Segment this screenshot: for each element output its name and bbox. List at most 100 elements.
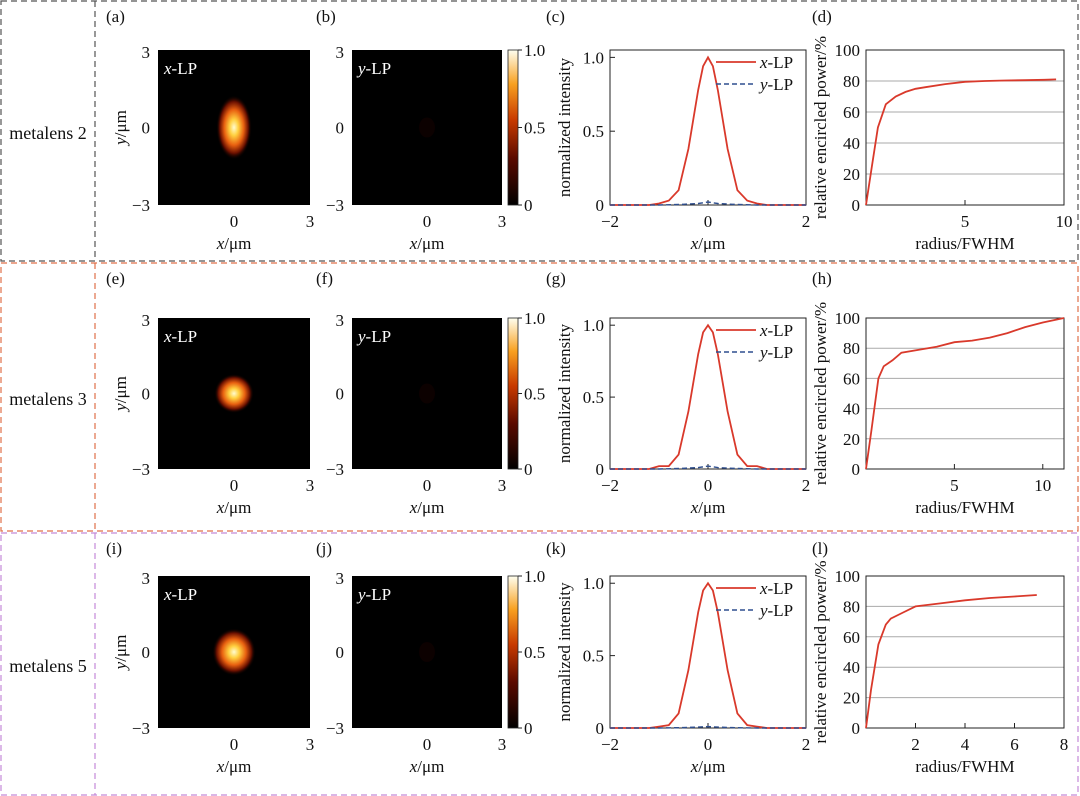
y-tick-label: 0 xyxy=(596,719,605,738)
y-axis-label-var: y xyxy=(111,137,130,147)
x-tick-label: 6 xyxy=(1010,735,1019,754)
x-axis-label: radius/FWHM xyxy=(915,757,1014,776)
y-axis-label-unit: /μm xyxy=(111,110,130,137)
legend-label-var: x xyxy=(759,53,768,72)
y-tick-label: 3 xyxy=(336,311,345,330)
colorbar xyxy=(507,49,519,206)
legend-label-unit: -LP xyxy=(768,601,794,620)
colorbar-tick-label: 1.0 xyxy=(524,567,545,586)
x-tick-label: 0 xyxy=(704,212,713,231)
map-tag-unit: -LP xyxy=(172,327,198,346)
encircled-power-line xyxy=(865,594,1037,729)
y-axis-label: y/μm xyxy=(111,635,130,672)
legend-label-var: x xyxy=(759,321,768,340)
x-tick-label: 4 xyxy=(961,735,970,754)
x-axis-label: x/μm xyxy=(216,498,252,517)
y-axis-label: normalized intensity xyxy=(555,582,574,722)
x-axis-label-unit: /μm xyxy=(417,757,444,776)
x-tick-label: 0 xyxy=(704,735,713,754)
x-tick-label: 3 xyxy=(306,476,315,495)
x-axis-label-unit: /μm xyxy=(417,234,444,253)
legend-label: x-LP xyxy=(759,321,793,340)
row-3: metalens 5(i)x-LP30−3−303x/μmy/μm(j)y-LP… xyxy=(0,532,1079,796)
y-tick-label: 0 xyxy=(596,196,605,215)
y-tick-label: 80 xyxy=(843,72,860,91)
legend-label-unit: -LP xyxy=(768,321,794,340)
x-tick-label: 2 xyxy=(802,735,811,754)
legend-label-var: y xyxy=(758,601,768,620)
series-y-lp-line xyxy=(610,725,806,729)
map-tag: x-LP xyxy=(163,585,197,604)
row-border xyxy=(0,262,1079,532)
panel-letter: (l) xyxy=(812,539,828,558)
x-tick-label: 0 xyxy=(423,212,432,231)
colorbar-tick-label: 0 xyxy=(524,196,533,215)
legend-label: y-LP xyxy=(758,343,793,362)
y-axis-label: normalized intensity xyxy=(555,323,574,463)
x-tick-label: 0 xyxy=(230,476,239,495)
row-1: metalens 2(a)x-LP30−3−303x/μmy/μm(b)y-LP… xyxy=(0,0,1079,262)
y-axis-label: relative encircled power/% xyxy=(811,36,830,219)
colorbar xyxy=(507,575,519,729)
map-tag: y-LP xyxy=(356,327,391,346)
x-axis-label-var: x xyxy=(409,234,418,253)
y-tick-label: 40 xyxy=(843,134,860,153)
y-tick-label: 60 xyxy=(843,369,860,388)
panel-letter: (j) xyxy=(316,539,332,558)
y-tick-label: 80 xyxy=(843,597,860,616)
y-tick-label: −3 xyxy=(132,460,150,479)
x-axis-label-var: x xyxy=(690,498,699,517)
y-tick-label: 100 xyxy=(835,41,861,60)
y-tick-label: 60 xyxy=(843,628,860,647)
y-tick-label: 1.0 xyxy=(583,48,604,67)
colorbar-tick-label: 1.0 xyxy=(524,309,545,328)
x-tick-label: 3 xyxy=(306,735,315,754)
y-tick-label: −3 xyxy=(326,460,344,479)
map-tag-unit: -LP xyxy=(366,327,392,346)
y-tick-label: 0 xyxy=(336,643,345,662)
x-tick-label: 5 xyxy=(950,476,959,495)
legend-label-var: x xyxy=(759,579,768,598)
y-tick-label: −3 xyxy=(326,719,344,738)
y-tick-label: −3 xyxy=(132,719,150,738)
x-tick-label: 2 xyxy=(802,212,811,231)
panel-letter: (b) xyxy=(316,7,336,26)
plot-frame xyxy=(865,317,1065,470)
colorbar-tick-label: 0 xyxy=(524,719,533,738)
x-tick-label: 0 xyxy=(423,735,432,754)
row-label: metalens 5 xyxy=(9,656,86,676)
x-tick-label: 0 xyxy=(704,476,713,495)
x-tick-label: 0 xyxy=(230,735,239,754)
x-axis-label-unit: /μm xyxy=(698,498,725,517)
panel-letter: (h) xyxy=(812,269,832,288)
x-tick-label: −2 xyxy=(601,476,619,495)
map-tag-unit: -LP xyxy=(366,585,392,604)
focal-spot-faint xyxy=(419,117,435,138)
panel-letter: (c) xyxy=(546,7,565,26)
x-axis-label-var: x xyxy=(216,234,225,253)
x-axis-label: x/μm xyxy=(409,234,445,253)
x-axis-label: radius/FWHM xyxy=(915,234,1014,253)
colorbar-tick-label: 0.5 xyxy=(524,119,545,138)
legend-label-unit: -LP xyxy=(768,75,794,94)
legend-label-var: y xyxy=(758,343,768,362)
y-tick-label: 80 xyxy=(843,339,860,358)
map-tag-unit: -LP xyxy=(172,585,198,604)
y-axis-label: y/μm xyxy=(111,376,130,413)
x-axis-label-unit: /μm xyxy=(224,757,251,776)
y-tick-label: −3 xyxy=(132,196,150,215)
panel-letter: (f) xyxy=(316,269,333,288)
series-y-lp-line xyxy=(610,201,806,206)
x-tick-label: 0 xyxy=(423,476,432,495)
panel-letter: (g) xyxy=(546,269,566,288)
series-x-lp-line xyxy=(610,55,806,206)
x-axis-label-var: x xyxy=(690,757,699,776)
y-tick-label: 20 xyxy=(843,689,860,708)
x-axis-label: x/μm xyxy=(409,757,445,776)
y-tick-label: 0 xyxy=(852,460,861,479)
map-tag-var: x xyxy=(163,585,172,604)
y-tick-label: 0 xyxy=(336,385,345,404)
x-axis-label: x/μm xyxy=(690,234,726,253)
x-axis-label-var: x xyxy=(690,234,699,253)
x-tick-label: 2 xyxy=(911,735,920,754)
